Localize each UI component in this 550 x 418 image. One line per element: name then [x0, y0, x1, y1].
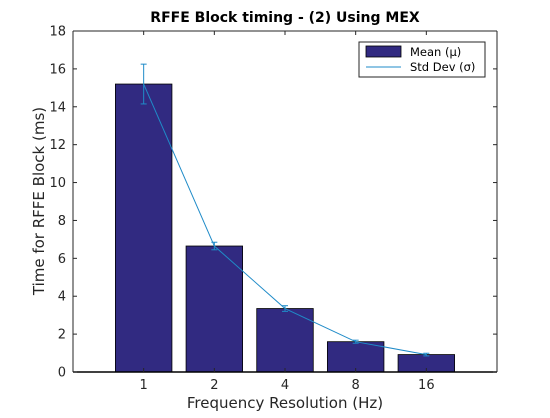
x-ticks-group: 1 2 4 8 16 [140, 31, 435, 393]
y-tick-label: 8 [58, 214, 66, 229]
x-tick-label: 8 [352, 378, 360, 393]
y-axis-label: Time for RFFE Block (ms) [30, 107, 48, 296]
chart-title: RFFE Block timing - (2) Using MEX [150, 10, 420, 26]
std-dev-line [143, 83, 427, 356]
y-tick-label: 16 [49, 62, 66, 77]
x-tick-label: 1 [140, 378, 148, 393]
bar-2 [185, 245, 243, 373]
y-tick-label: 2 [58, 328, 66, 343]
legend-mean-swatch [365, 45, 402, 58]
bar-8 [326, 341, 385, 373]
x-tick-label: 16 [418, 378, 435, 393]
legend-mean-label: Mean (μ) [410, 45, 461, 59]
bar-4 [256, 308, 314, 373]
bar-1 [115, 83, 173, 373]
y-tick-label: 10 [49, 176, 66, 191]
x-tick-label: 4 [281, 378, 289, 393]
legend: Mean (μ) Std Dev (σ) [358, 41, 486, 78]
y-tick-label: 4 [58, 290, 66, 305]
legend-std-dev-label: Std Dev (σ) [410, 60, 475, 74]
y-ticks-group: 0 2 4 6 8 10 12 14 16 18 [49, 25, 497, 381]
y-tick-label: 18 [49, 25, 66, 40]
x-axis-label: Frequency Resolution (Hz) [187, 394, 383, 412]
y-tick-label: 6 [58, 252, 66, 267]
x-tick-label: 2 [210, 378, 218, 393]
y-tick-label: 14 [49, 100, 66, 115]
y-tick-label: 12 [49, 138, 66, 153]
y-tick-label: 0 [58, 366, 66, 381]
